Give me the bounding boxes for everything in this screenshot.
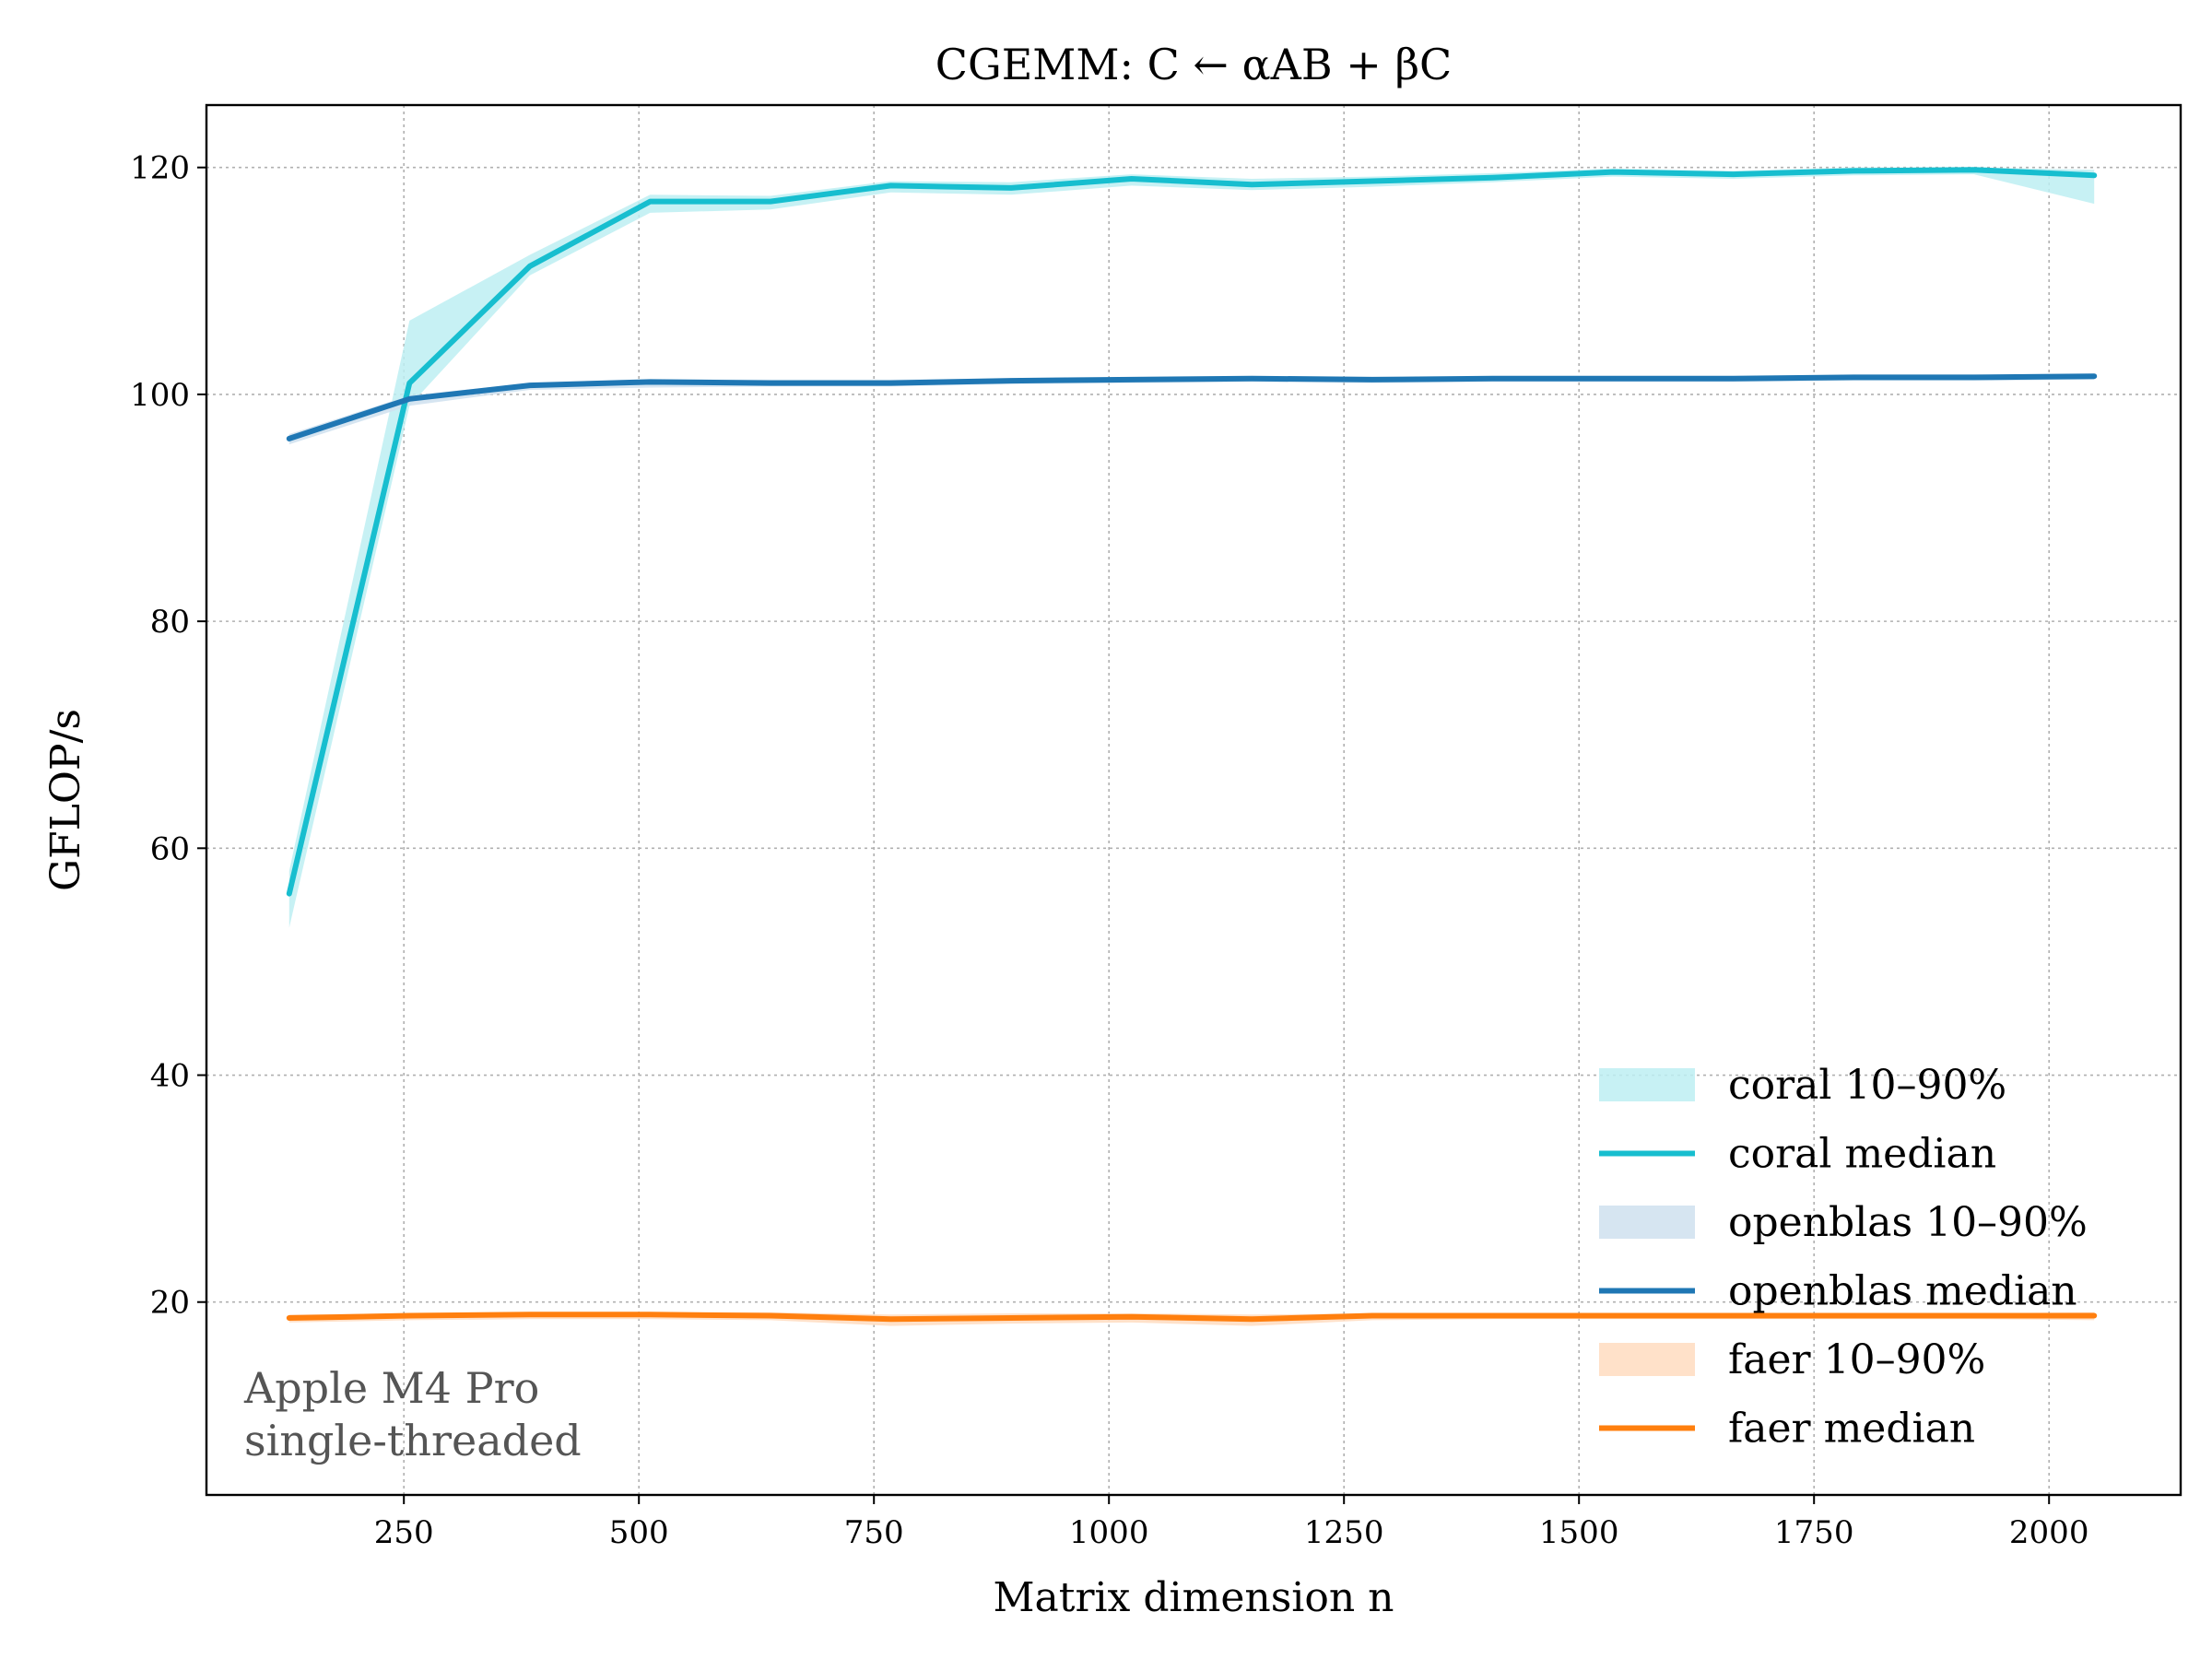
openblas-median-point [1610, 376, 1616, 382]
coral-median-point [1489, 175, 1495, 181]
faer-median-point [1008, 1315, 1014, 1321]
y-tick-label: 40 [150, 1058, 190, 1095]
faer-median-point [1489, 1313, 1495, 1318]
legend-swatch-faer-band [1599, 1343, 1695, 1376]
legend-swatch-coral-band [1599, 1068, 1695, 1101]
y-tick-label: 100 [130, 377, 190, 414]
x-tick-label: 1750 [1774, 1514, 1854, 1551]
faer-median-point [1851, 1313, 1856, 1318]
coral-median-point [2091, 172, 2097, 178]
y-tick-label: 80 [150, 604, 190, 641]
legend-label-coral-median: coral median [1728, 1131, 1996, 1178]
faer-median-point [287, 1315, 292, 1321]
faer-median-point [1370, 1313, 1375, 1318]
openblas-median-point [527, 382, 533, 388]
openblas-median-point [1489, 376, 1495, 382]
coral-median-point [888, 182, 894, 188]
hardware-note-line-1: Apple M4 Pro [243, 1363, 539, 1413]
openblas-median-point [768, 381, 773, 386]
coral-median-point [1129, 176, 1135, 182]
coral-median-point [1971, 167, 1977, 172]
y-axis-label: GFLOP/s [42, 709, 89, 891]
faer-median-point [2091, 1313, 2097, 1318]
openblas-median-point [287, 436, 292, 441]
plot-frame [205, 103, 2183, 1497]
y-tick-label: 60 [150, 830, 190, 867]
coral-median-line [286, 167, 2098, 897]
openblas-median-point [1370, 377, 1375, 382]
grid [206, 105, 2181, 1495]
faer-median-point [527, 1312, 533, 1317]
openblas-median-point [888, 381, 894, 386]
y-tick-label: 20 [150, 1285, 190, 1322]
faer-median-point [1129, 1314, 1135, 1320]
openblas-median-point [1731, 376, 1735, 382]
legend-label-openblas-median: openblas median [1728, 1268, 2077, 1315]
legend-label-faer-median: faer median [1728, 1406, 1975, 1453]
coral-median-point [527, 264, 533, 269]
coral-median-point [1249, 182, 1254, 187]
openblas-median-point [1129, 377, 1135, 382]
coral-median-point [1731, 171, 1735, 177]
x-tick-label: 750 [844, 1514, 904, 1551]
x-tick-label: 250 [374, 1514, 434, 1551]
openblas-median-point [1249, 376, 1254, 382]
legend-label-openblas-band: openblas 10–90% [1728, 1199, 2088, 1246]
openblas-median-point [647, 379, 653, 384]
chart-title: CGEMM: C ← αAB + βC [935, 40, 1453, 89]
axis-ticks: 250 500 750 1000 1250 1500 1750 2000 20 40 60 80 100… [130, 150, 2088, 1551]
faer-median-line [286, 1312, 2098, 1323]
coral-median-point [1008, 185, 1014, 191]
coral-median-point [647, 199, 653, 205]
legend-label-coral-band: coral 10–90% [1728, 1062, 2006, 1109]
openblas-median-point [2091, 373, 2097, 379]
x-tick-label: 1500 [1539, 1514, 1619, 1551]
faer-median-point [1971, 1313, 1977, 1318]
x-axis-label: Matrix dimension n [993, 1574, 1394, 1621]
faer-median-point [1610, 1313, 1616, 1318]
openblas-median-point [1008, 378, 1014, 383]
faer-median-point [1731, 1313, 1735, 1318]
coral-median-point [1610, 170, 1616, 175]
faer-median-point [768, 1313, 773, 1318]
openblas-median-line [286, 373, 2098, 441]
faer-median-point [406, 1313, 412, 1318]
coral-median-point [768, 199, 773, 205]
x-tick-label: 2000 [2009, 1514, 2089, 1551]
x-tick-label: 500 [609, 1514, 669, 1551]
faer-median-point [647, 1312, 653, 1317]
openblas-median-point [406, 396, 412, 402]
legend: coral 10–90% coral median openblas 10–90% o… [1599, 1062, 2088, 1453]
coral-median-point [1851, 168, 1856, 173]
coral-median-point [406, 381, 412, 386]
x-tick-label: 1250 [1304, 1514, 1384, 1551]
coral-median-point [1370, 179, 1375, 183]
coral-median-point [287, 891, 292, 897]
legend-swatch-openblas-band [1599, 1206, 1695, 1239]
hardware-note-line-2: single-threaded [244, 1416, 582, 1465]
openblas-median-point [1971, 374, 1977, 380]
x-tick-label: 1000 [1069, 1514, 1149, 1551]
faer-median-point [888, 1316, 894, 1322]
faer-median-point [1249, 1316, 1254, 1322]
median-lines [286, 167, 2098, 1323]
openblas-median-point [1851, 374, 1856, 380]
y-tick-label: 120 [130, 150, 190, 187]
legend-label-faer-band: faer 10–90% [1728, 1336, 1985, 1383]
